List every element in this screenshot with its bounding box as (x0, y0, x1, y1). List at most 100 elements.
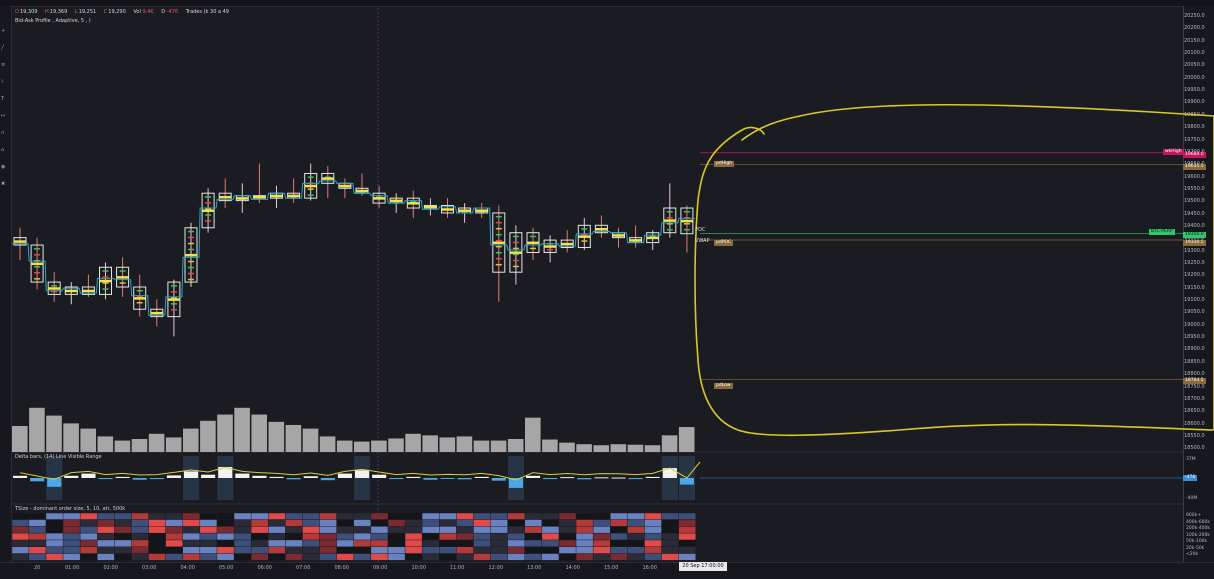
delta-bar (423, 478, 438, 480)
footprint-cell (666, 211, 673, 213)
tsize-cell (542, 513, 559, 520)
tsize-cell (490, 540, 508, 547)
tsize-cell (456, 540, 474, 547)
delta-panel-title[interactable]: Delta bars, (14) Line Visible Range (15, 454, 102, 460)
tsize-cell (183, 533, 200, 540)
volume-bar (251, 414, 267, 452)
trash-icon[interactable]: ✖ (1, 181, 6, 187)
ruler-icon[interactable]: ↦ (1, 113, 6, 119)
volume-bar (63, 423, 79, 452)
pattern-icon[interactable]: ⌇ (1, 79, 4, 85)
tsize-cell (148, 519, 166, 527)
tsize-cell (610, 526, 628, 533)
volume-bar (490, 440, 507, 452)
time-tick: 13:00 (527, 565, 542, 571)
tsize-cell (644, 553, 662, 561)
poc-cell (287, 194, 300, 198)
vwap-marker: VWAP (695, 238, 710, 244)
tsize-cell (251, 553, 268, 561)
delta-bar (662, 468, 677, 478)
tsize-cell (285, 553, 303, 561)
footprint-cell (512, 259, 519, 262)
time-tick: 20 (34, 565, 41, 571)
price-tick: 19000.0 (1184, 321, 1205, 328)
crosshair-icon[interactable]: + (1, 28, 6, 34)
footprint-cell (102, 282, 109, 284)
eye-icon[interactable]: ◉ (1, 164, 6, 170)
tsize-scale-label: 100k-200k (1186, 532, 1211, 538)
tsize-cell (63, 540, 80, 547)
poc-cell (509, 251, 522, 254)
delta-bar (577, 478, 592, 480)
tsize-cell (644, 513, 662, 520)
tsize-cell (576, 526, 593, 533)
volume-bar (627, 444, 644, 452)
poc-cell (321, 177, 334, 180)
tsize-cell (46, 553, 63, 561)
price-tick: 18700.0 (1184, 395, 1205, 402)
tsize-cell (354, 519, 371, 527)
pdhigh-price-tag: 19635.5 (1183, 164, 1206, 170)
tsize-cell (473, 513, 491, 520)
footprint-cell (666, 229, 673, 231)
delta-bar (594, 477, 609, 479)
footprint-cell (495, 233, 502, 236)
tsize-cell (661, 513, 679, 520)
tsize-cell (80, 540, 97, 547)
magnet-icon[interactable]: ∩ (1, 130, 5, 136)
tsize-cell (148, 547, 166, 554)
tsize-panel-title[interactable]: TSize - dominant order size, 5, 10, atr,… (15, 506, 126, 512)
tsize-cell (490, 526, 508, 533)
tsize-cell (97, 519, 115, 527)
time-tick: 07:00 (296, 565, 311, 571)
fib-icon[interactable]: ≡ (1, 62, 6, 68)
tsize-cell (525, 526, 542, 533)
tsize-cell (644, 533, 662, 540)
tsize-cell (627, 513, 645, 520)
price-tick: 20100.0 (1184, 50, 1205, 57)
tsize-cell (217, 553, 234, 561)
tsize-cell (251, 513, 268, 520)
poc-cell (475, 209, 488, 212)
tsize-cell (559, 513, 576, 520)
tsize-cell (63, 547, 80, 554)
tsize-cell (97, 547, 115, 554)
tsize-cell (456, 519, 474, 527)
trend-line-icon[interactable]: ╱ (1, 45, 5, 51)
poc-cell (202, 209, 215, 212)
text-icon[interactable]: T (1, 96, 5, 102)
tsize-scale-label: <20k (1186, 552, 1199, 557)
tsize-cell (251, 519, 268, 527)
poc-cell (219, 195, 232, 199)
tsize-cell (97, 513, 115, 520)
delta-bar (679, 478, 694, 485)
poc-cell (304, 184, 317, 188)
tsize-cell (439, 513, 457, 520)
tsize-cell (200, 513, 217, 520)
tsize-cell (542, 547, 559, 554)
tsize-cell (439, 533, 457, 540)
time-axis[interactable] (0, 562, 1214, 579)
tsize-cell (234, 553, 251, 561)
poc-cell (185, 253, 197, 257)
indicator-legend[interactable]: Bid-Ask Profile , Adaptive, 5 , ) (15, 18, 91, 24)
poc-cell (31, 262, 44, 266)
tsize-cell (354, 533, 371, 540)
poc-cell (595, 228, 608, 231)
price-tick: 18800.0 (1184, 371, 1205, 378)
lock-icon[interactable]: ⌂ (1, 147, 5, 153)
price-axis[interactable] (1183, 6, 1214, 562)
poc-cell (373, 197, 386, 200)
tsize-cell (576, 533, 593, 540)
delta-bar (491, 478, 506, 481)
tsize-cell (439, 519, 457, 527)
tsize-cell (456, 526, 474, 533)
footprint-cell (512, 265, 519, 268)
tsize-cell (576, 513, 593, 520)
time-tick: 06:00 (257, 565, 272, 571)
tsize-cell (114, 540, 132, 547)
volume-bar (576, 444, 592, 452)
time-tick: 12:00 (488, 565, 503, 571)
footprint-cell (188, 260, 194, 263)
